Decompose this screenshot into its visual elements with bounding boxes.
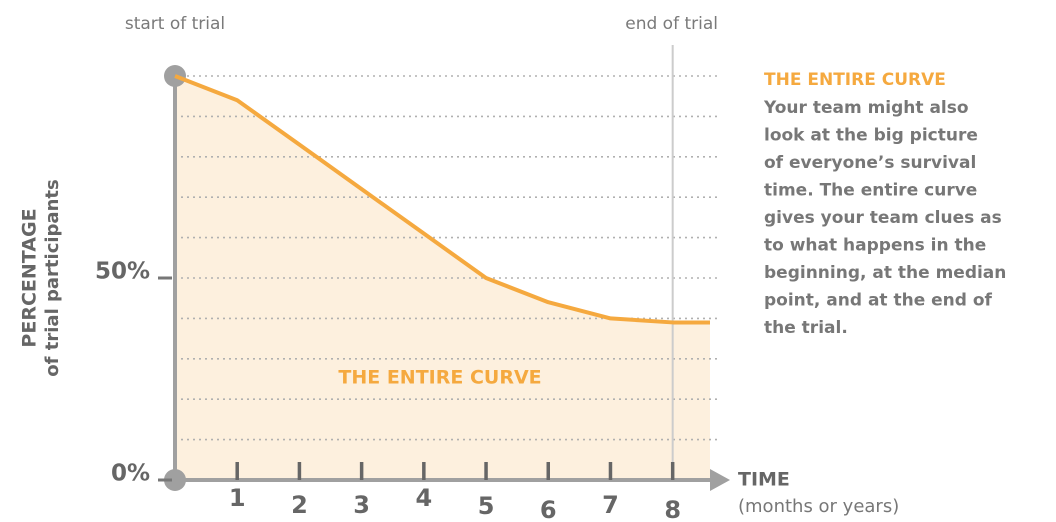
panel-text: the trial. — [764, 318, 848, 338]
y-tick-label: 50% — [95, 259, 150, 285]
series-label: THE ENTIRE CURVE — [338, 367, 541, 389]
panel-text: time. The entire curve — [764, 181, 977, 201]
panel-heading: THE ENTIRE CURVE — [764, 70, 946, 90]
area — [175, 76, 710, 480]
x-tick-label: 4 — [415, 484, 432, 512]
x-label: TIME — [738, 469, 790, 491]
x-tick-label: 8 — [664, 496, 681, 522]
panel-text: gives your team clues as — [764, 208, 1002, 228]
x-tick-label: 3 — [353, 491, 370, 519]
annotation: start of trial — [125, 14, 225, 34]
x-label: (months or years) — [738, 496, 899, 517]
x-tick-label: 1 — [229, 484, 246, 512]
y-tick-label: 0% — [111, 461, 150, 487]
panel-text: to what happens in the — [764, 236, 986, 256]
panel-text: point, and at the end of — [764, 291, 993, 311]
x-tick-label: 7 — [602, 491, 619, 519]
panel-text: look at the big picture — [764, 126, 978, 146]
origin-dot — [164, 469, 186, 491]
y-label: of trial participants — [42, 179, 63, 376]
x-tick-label: 6 — [540, 496, 557, 522]
x-tick-label: 5 — [478, 492, 495, 520]
panel-text: Your team might also — [763, 98, 969, 118]
x-axis-arrow — [710, 469, 730, 491]
panel-text: beginning, at the median — [764, 263, 1006, 283]
panel-text: of everyone’s survival — [764, 153, 976, 173]
annotation: end of trial — [625, 14, 718, 34]
y-label: PERCENTAGE — [19, 208, 41, 347]
line — [174, 74, 710, 325]
x-tick-label: 2 — [291, 491, 308, 519]
